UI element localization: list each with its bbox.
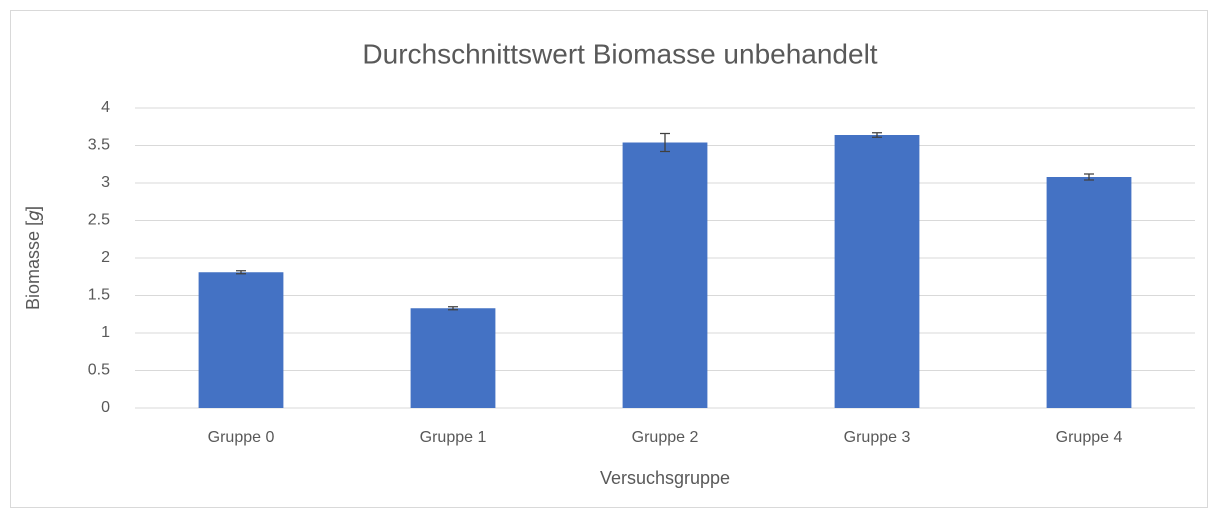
x-tick-label: Gruppe 3 (844, 429, 911, 446)
x-tick-label: Gruppe 1 (420, 429, 487, 446)
x-tick-label: Gruppe 2 (632, 429, 699, 446)
y-tick-label: 1 (101, 324, 110, 341)
y-tick-label: 4 (101, 99, 110, 116)
y-tick-label: 3.5 (88, 137, 110, 154)
error-bar (236, 270, 246, 275)
bar (622, 142, 708, 408)
chart-title: Durchschnittswert Biomasse unbehandelt (362, 38, 877, 69)
bar (410, 308, 496, 408)
y-tick-label: 1.5 (88, 287, 110, 304)
bar (834, 135, 920, 408)
error-bar (872, 132, 882, 138)
y-tick-label: 0 (101, 399, 110, 416)
x-tick-label: Gruppe 0 (208, 429, 275, 446)
bar (1046, 177, 1132, 408)
x-axis-label: Versuchsgruppe (600, 468, 730, 488)
y-axis-label: Biomasse [𝑔] (23, 206, 43, 310)
y-tick-label: 0.5 (88, 362, 110, 379)
error-bar (448, 306, 458, 311)
y-tick-label: 2.5 (88, 212, 110, 229)
bar (198, 272, 284, 408)
y-tick-label: 3 (101, 174, 110, 191)
y-tick-label: 2 (101, 249, 110, 266)
x-tick-label: Gruppe 4 (1056, 429, 1123, 446)
error-bar (660, 132, 670, 153)
error-bar (1084, 173, 1094, 181)
chart-border (10, 10, 1208, 508)
